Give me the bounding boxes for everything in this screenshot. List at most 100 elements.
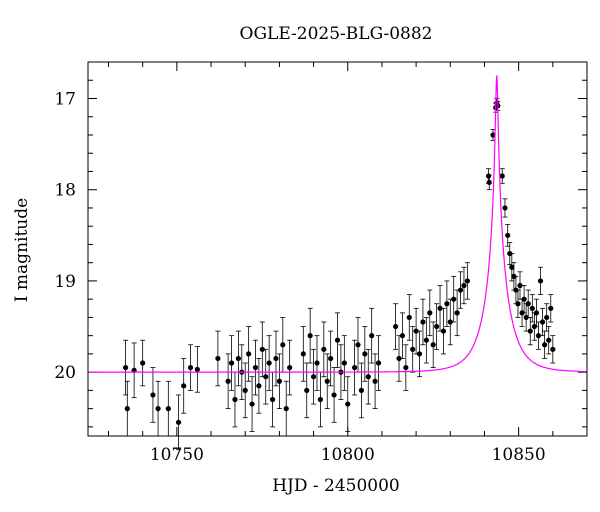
data-point	[140, 360, 146, 366]
data-point	[519, 310, 525, 316]
data-point	[181, 383, 187, 389]
x-tick-label: 10850	[492, 445, 546, 465]
x-axis-label: HJD - 2450000	[272, 476, 400, 496]
data-point	[499, 173, 505, 179]
data-point	[355, 342, 361, 348]
data-point	[150, 392, 156, 398]
data-point	[246, 351, 252, 357]
data-point	[525, 301, 531, 307]
data-point	[406, 314, 412, 321]
data-point	[523, 314, 529, 321]
data-point	[269, 396, 276, 403]
data-point	[393, 323, 399, 330]
data-point	[263, 374, 269, 380]
data-point	[155, 406, 161, 412]
data-point	[358, 387, 365, 393]
y-axis-label: I magnitude	[12, 198, 32, 302]
data-point	[287, 364, 293, 371]
data-point	[515, 301, 521, 307]
data-point	[533, 310, 540, 316]
data-point	[396, 355, 402, 362]
data-point	[548, 305, 554, 311]
data-point	[537, 278, 544, 284]
data-point	[300, 351, 306, 357]
data-point	[276, 378, 282, 384]
data-point	[399, 333, 406, 339]
data-point	[413, 328, 419, 334]
y-tick-label: 19	[54, 272, 76, 292]
data-point	[505, 232, 511, 238]
data-point	[410, 346, 416, 352]
data-point	[321, 346, 327, 352]
data-point	[430, 342, 436, 348]
data-point	[517, 282, 523, 289]
data-point	[509, 264, 515, 270]
data-point	[454, 310, 460, 316]
data-point	[529, 305, 535, 311]
data-point	[546, 337, 552, 343]
y-tick-label: 17	[54, 89, 76, 109]
data-point	[242, 387, 248, 393]
data-point	[341, 360, 347, 366]
y-tick-label: 20	[54, 363, 76, 383]
data-point	[440, 328, 447, 334]
data-point	[334, 337, 341, 343]
data-point	[416, 351, 423, 357]
data-point	[375, 360, 382, 366]
data-point	[511, 273, 517, 279]
data-point	[187, 364, 194, 371]
data-point	[328, 355, 334, 362]
data-point	[266, 360, 272, 366]
data-point	[331, 392, 337, 398]
data-point	[502, 205, 508, 211]
data-point	[464, 278, 470, 284]
data-point	[531, 323, 537, 330]
data-point	[225, 378, 231, 384]
data-point	[314, 360, 320, 366]
data-points	[122, 100, 556, 425]
data-point	[351, 364, 358, 371]
data-point	[194, 366, 200, 373]
data-point	[259, 346, 265, 352]
data-point	[539, 319, 546, 325]
data-point	[124, 406, 130, 412]
plot-frame	[87, 61, 588, 437]
chart-title: OGLE-2025-BLG-0882	[240, 24, 433, 44]
data-point	[457, 287, 464, 293]
tick-labels: 10750 10800 10850 17 18 19 20	[54, 89, 545, 465]
data-point	[175, 419, 182, 425]
data-point	[165, 406, 171, 412]
data-point	[485, 173, 492, 179]
data-point	[434, 323, 440, 330]
data-point	[507, 250, 513, 257]
data-point	[304, 387, 310, 393]
data-point	[228, 360, 235, 366]
data-point	[490, 132, 496, 138]
x-tick-label: 10750	[150, 445, 204, 465]
data-point	[369, 333, 375, 339]
axis-ticks	[88, 61, 588, 436]
data-point	[521, 296, 527, 302]
x-tick-label: 10800	[321, 445, 375, 465]
data-point	[486, 179, 492, 186]
data-point	[535, 333, 542, 339]
data-point	[307, 333, 313, 339]
data-point	[513, 287, 519, 293]
data-point	[232, 396, 238, 403]
data-point	[215, 355, 221, 362]
data-point	[423, 337, 429, 343]
data-point	[372, 378, 378, 384]
data-point	[283, 406, 289, 412]
data-point	[365, 374, 371, 380]
data-point	[447, 319, 453, 325]
data-point	[362, 351, 368, 357]
data-point	[527, 328, 533, 334]
data-point	[550, 346, 556, 352]
data-point	[280, 342, 286, 348]
data-point	[461, 282, 467, 289]
data-point	[235, 355, 241, 362]
data-point	[451, 296, 457, 302]
data-point	[273, 355, 279, 362]
data-point	[437, 305, 443, 311]
